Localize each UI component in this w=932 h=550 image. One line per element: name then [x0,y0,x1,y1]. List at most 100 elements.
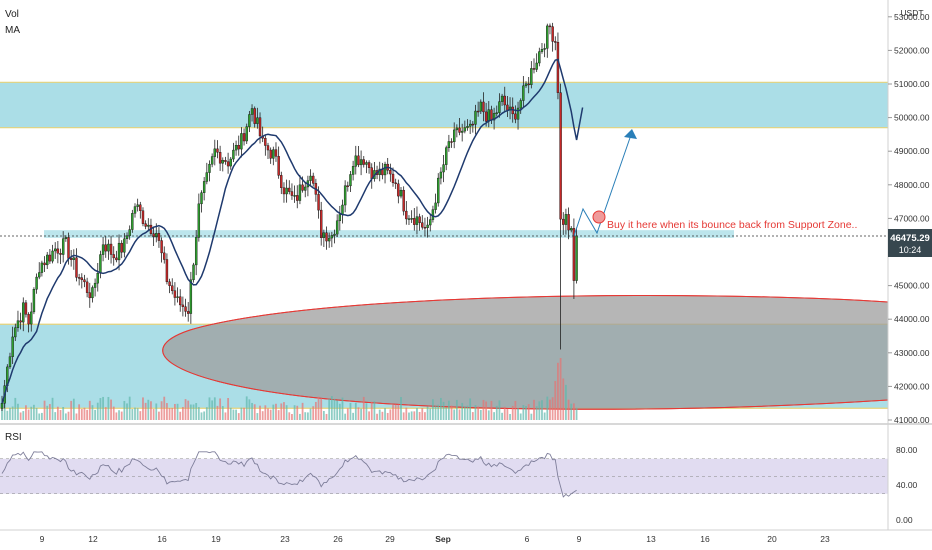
volume-bar [213,397,216,420]
candle-body [413,218,416,225]
volume-bar [384,408,386,420]
volume-bar [368,411,370,420]
volume-bar [41,412,43,420]
support-ellipse-outline [162,294,889,410]
candle-body [343,185,347,206]
candle-body [290,191,294,196]
x-tick-label: 23 [280,534,290,544]
y-tick-label: 48000.00 [894,180,930,190]
candle-body [88,292,91,299]
candle-body [442,164,445,173]
candle-body [0,403,4,409]
volume-bar [243,407,245,420]
volume-bar [445,407,448,420]
x-tick-label: 6 [525,534,530,544]
x-tick-label: 20 [767,534,777,544]
volume-bar [219,398,222,420]
candle-body [8,356,12,368]
volume-bar [330,396,333,420]
candle-body [64,237,68,239]
candle-body [559,92,562,220]
candle-body [285,187,288,195]
volume-bar [46,405,49,420]
x-axis[interactable]: 9 12 16 19 23 26 29 Sep 6 9 13 16 20 23 [40,534,830,544]
volume-bar [408,412,410,420]
volume-bar [176,403,179,420]
volume-bar [573,403,575,420]
candle-body [429,219,432,226]
candle-body [120,242,123,253]
candle-body [128,229,131,236]
volume-bar [216,405,219,420]
candle-body [155,233,158,238]
candle-body [32,289,36,313]
candle-body [447,141,451,148]
volume-bar [299,413,301,420]
candle-body [391,173,395,184]
candle-body [67,237,70,259]
candle-body [179,296,182,306]
volume-bar [245,396,248,420]
candle-body [85,281,89,293]
volume-bar [341,397,344,420]
candle-body [567,214,570,231]
volume-bar [203,411,206,420]
candle-body [56,248,60,254]
volume-bar [48,404,51,420]
candle-body [312,175,315,184]
vol-label[interactable]: Vol [5,9,19,20]
candle-body [524,83,528,87]
volume-bar [336,400,339,420]
volume-bar [33,404,35,420]
candle-body [359,159,363,166]
volume-bar [479,409,482,420]
volume-bar [232,409,235,420]
zone-resistance [0,82,888,128]
volume-bar [376,413,378,420]
moving-average-line [1,58,584,404]
zone-minor [44,230,734,238]
volume-bar [78,404,81,420]
volume-bar [461,402,464,420]
volume-bar [96,402,99,420]
candle-body [423,226,427,229]
candle-body [495,112,498,114]
candle-body [242,133,246,142]
projection-arrowhead [624,129,637,139]
candle-body [101,244,105,255]
candle-body [471,123,475,126]
volume-bar [187,400,190,420]
projection-path [573,131,633,237]
volume-bar [115,412,118,420]
volume-bar [357,407,360,420]
volume-bar [450,405,453,420]
volume-bar [94,409,96,420]
candle-body [527,83,530,86]
candle-body [69,258,73,260]
volume-bar [498,400,501,420]
volume-bar [272,404,275,420]
candle-body [213,148,217,157]
candle-body [123,238,126,253]
rsi-label[interactable]: RSI [5,432,22,443]
candle-body [165,259,169,283]
candle-body [221,160,224,164]
candle-body [548,25,552,28]
candle-body [538,51,541,64]
volume-bar [181,406,184,420]
y-axis[interactable]: 41000.00 42000.00 43000.00 44000.00 45000.00… [888,12,930,425]
volume-bar [275,403,277,420]
volume-bar [27,409,30,420]
y-tick-label: 44000.00 [894,314,930,324]
volume-bar [43,400,46,420]
candle-body [19,320,22,323]
rsi-pane [0,451,888,498]
volume-bar [557,362,559,420]
candle-body [147,224,150,227]
volume-bar [458,409,461,420]
candle-body [141,210,145,224]
x-tick-label: 9 [577,534,582,544]
rsi-axis[interactable]: 80.00 40.00 0.00 [896,445,918,525]
ma-label[interactable]: MA [5,25,20,36]
